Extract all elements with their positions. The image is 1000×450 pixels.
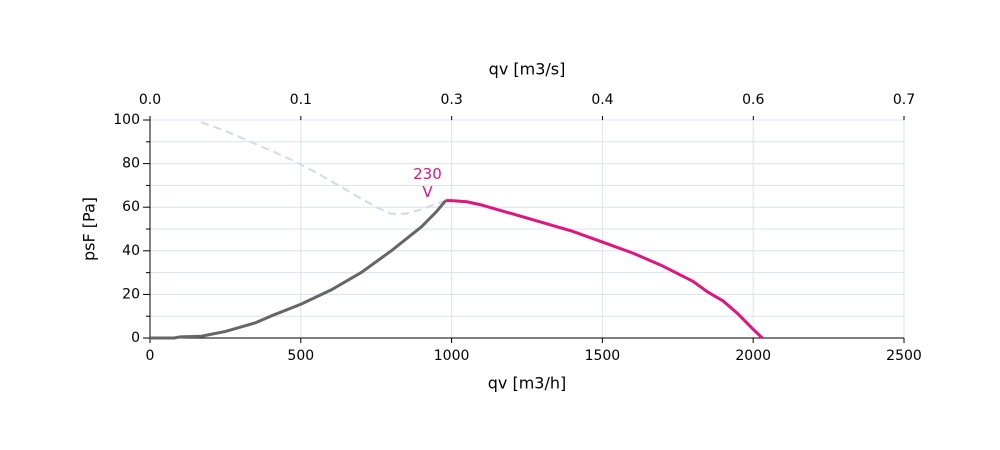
x2-tick-label: 0.7 <box>893 92 915 108</box>
curve <box>445 199 764 340</box>
x2-tick-label: 0.3 <box>441 92 463 108</box>
x-axis-title: qv [m3/h] <box>488 374 567 393</box>
y-tick-label: 60 <box>122 199 140 215</box>
y-axis-title: psF [Pa] <box>80 197 99 261</box>
x-tick-label: 500 <box>287 348 314 364</box>
x2-tick-label: 0.4 <box>591 92 613 108</box>
y-tick-label: 100 <box>113 112 140 128</box>
x2-tick-label: 0.1 <box>290 92 312 108</box>
x2-tick-label: 0.0 <box>139 92 161 108</box>
x-tick-label: 2000 <box>735 348 771 364</box>
x-tick-label: 1000 <box>434 348 470 364</box>
annotation: V <box>422 183 433 201</box>
x-tick-label: 0 <box>146 348 155 364</box>
y-tick-label: 40 <box>122 243 140 259</box>
x-tick-label: 2500 <box>886 348 922 364</box>
x-tick-label: 1500 <box>585 348 621 364</box>
y-tick-label: 80 <box>122 156 140 172</box>
y-tick-label: 20 <box>122 286 140 302</box>
x2-tick-label: 0.6 <box>742 92 764 108</box>
x2-axis-title: qv [m3/s] <box>489 60 566 79</box>
annotation: 230 <box>413 165 442 183</box>
curve <box>150 199 447 340</box>
curve <box>200 121 446 215</box>
y-tick-label: 0 <box>131 330 140 346</box>
